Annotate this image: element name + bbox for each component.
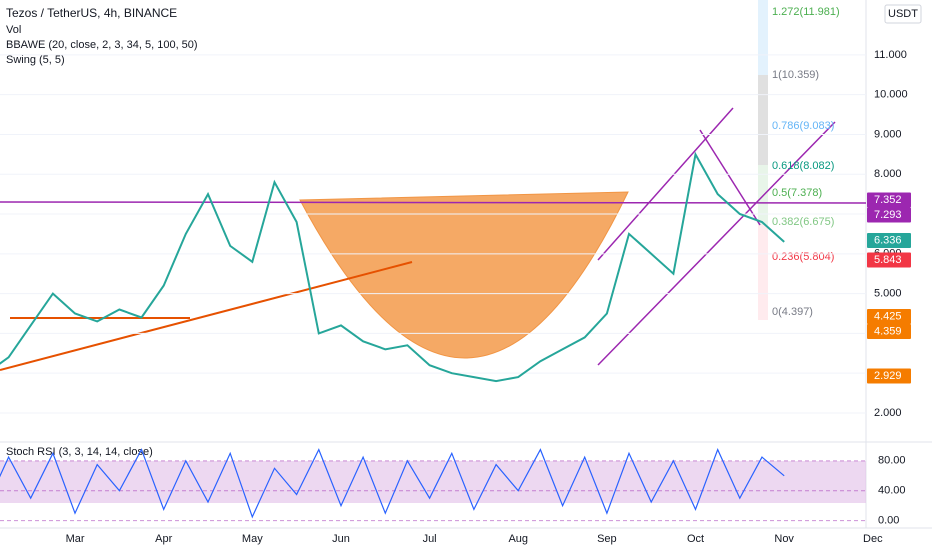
fib-label: 0.382(6.675) <box>772 216 834 228</box>
stoch-line <box>0 448 785 519</box>
y-tick-label: 5.000 <box>874 288 902 300</box>
currency-label[interactable]: USDT <box>888 8 918 20</box>
y-tick-label: 0.00 <box>878 515 899 527</box>
y-tick-label: 10.000 <box>874 89 908 101</box>
channel-line <box>699 129 761 226</box>
fib-label: 0.236(5.804) <box>772 251 834 263</box>
indicator-label: BBAWE (20, close, 2, 3, 34, 5, 100, 50) <box>6 39 198 51</box>
price-tag-label: 6.336 <box>874 234 902 246</box>
x-tick-label: Apr <box>155 533 172 545</box>
indicator-label: Vol <box>6 24 21 36</box>
price-tag-label: 4.425 <box>874 310 902 322</box>
resistance-line <box>0 201 866 204</box>
price-line <box>0 151 785 383</box>
chart-title: Tezos / TetherUS, 4h, BINANCE <box>6 6 177 20</box>
indicator-label: Swing (5, 5) <box>6 54 65 66</box>
y-tick-label: 80.00 <box>878 455 906 467</box>
fib-label: 0.5(7.378) <box>772 187 822 199</box>
fib-band <box>758 225 768 320</box>
stoch-title: Stoch RSI (3, 3, 14, 14, close) <box>6 446 153 458</box>
x-tick-label: Nov <box>774 533 794 545</box>
fib-band <box>758 75 768 165</box>
stoch-pane <box>0 448 785 519</box>
y-tick-label: 2.000 <box>874 407 902 419</box>
fib-label: 1.272(11.981) <box>772 6 840 18</box>
channel-line <box>597 107 734 261</box>
price-tag <box>867 368 911 384</box>
x-tick-label: Jun <box>332 533 350 545</box>
price-tag-label: 4.359 <box>874 325 902 337</box>
price-tag-label: 5.843 <box>874 254 902 266</box>
price-tag <box>867 232 911 248</box>
trend-line <box>0 261 413 371</box>
cup-shape <box>299 191 629 359</box>
fib-label: 0.618(8.082) <box>772 160 834 172</box>
fib-label: 0.786(9.083) <box>772 120 834 132</box>
channel-line <box>597 121 836 366</box>
y-tick-label: 40.00 <box>878 485 906 497</box>
price-tag <box>867 323 911 339</box>
stoch-band <box>0 461 866 503</box>
x-tick-label: Mar <box>66 533 85 545</box>
price-tag <box>867 207 911 223</box>
y-tick-label: 9.000 <box>874 128 902 140</box>
x-tick-label: Aug <box>508 533 528 545</box>
fib-label: 0(4.397) <box>772 306 813 318</box>
x-tick-label: Sep <box>597 533 617 545</box>
x-tick-label: May <box>242 533 263 545</box>
price-tag <box>867 308 911 324</box>
price-tag-label: 7.352 <box>874 194 902 206</box>
fib-label: 1(10.359) <box>772 69 819 81</box>
y-tick-label: 11.000 <box>874 49 907 61</box>
x-tick-label: Oct <box>687 533 704 545</box>
y-tick-label: 8.000 <box>874 168 902 180</box>
x-tick-label: Dec <box>863 533 883 545</box>
price-pane <box>0 151 785 383</box>
price-tag <box>867 192 911 208</box>
price-tag-label: 7.293 <box>874 209 902 221</box>
price-tag-label: 2.929 <box>874 370 902 382</box>
price-tag <box>867 252 911 268</box>
x-tick-label: Jul <box>423 533 437 545</box>
currency-box[interactable] <box>884 4 922 24</box>
